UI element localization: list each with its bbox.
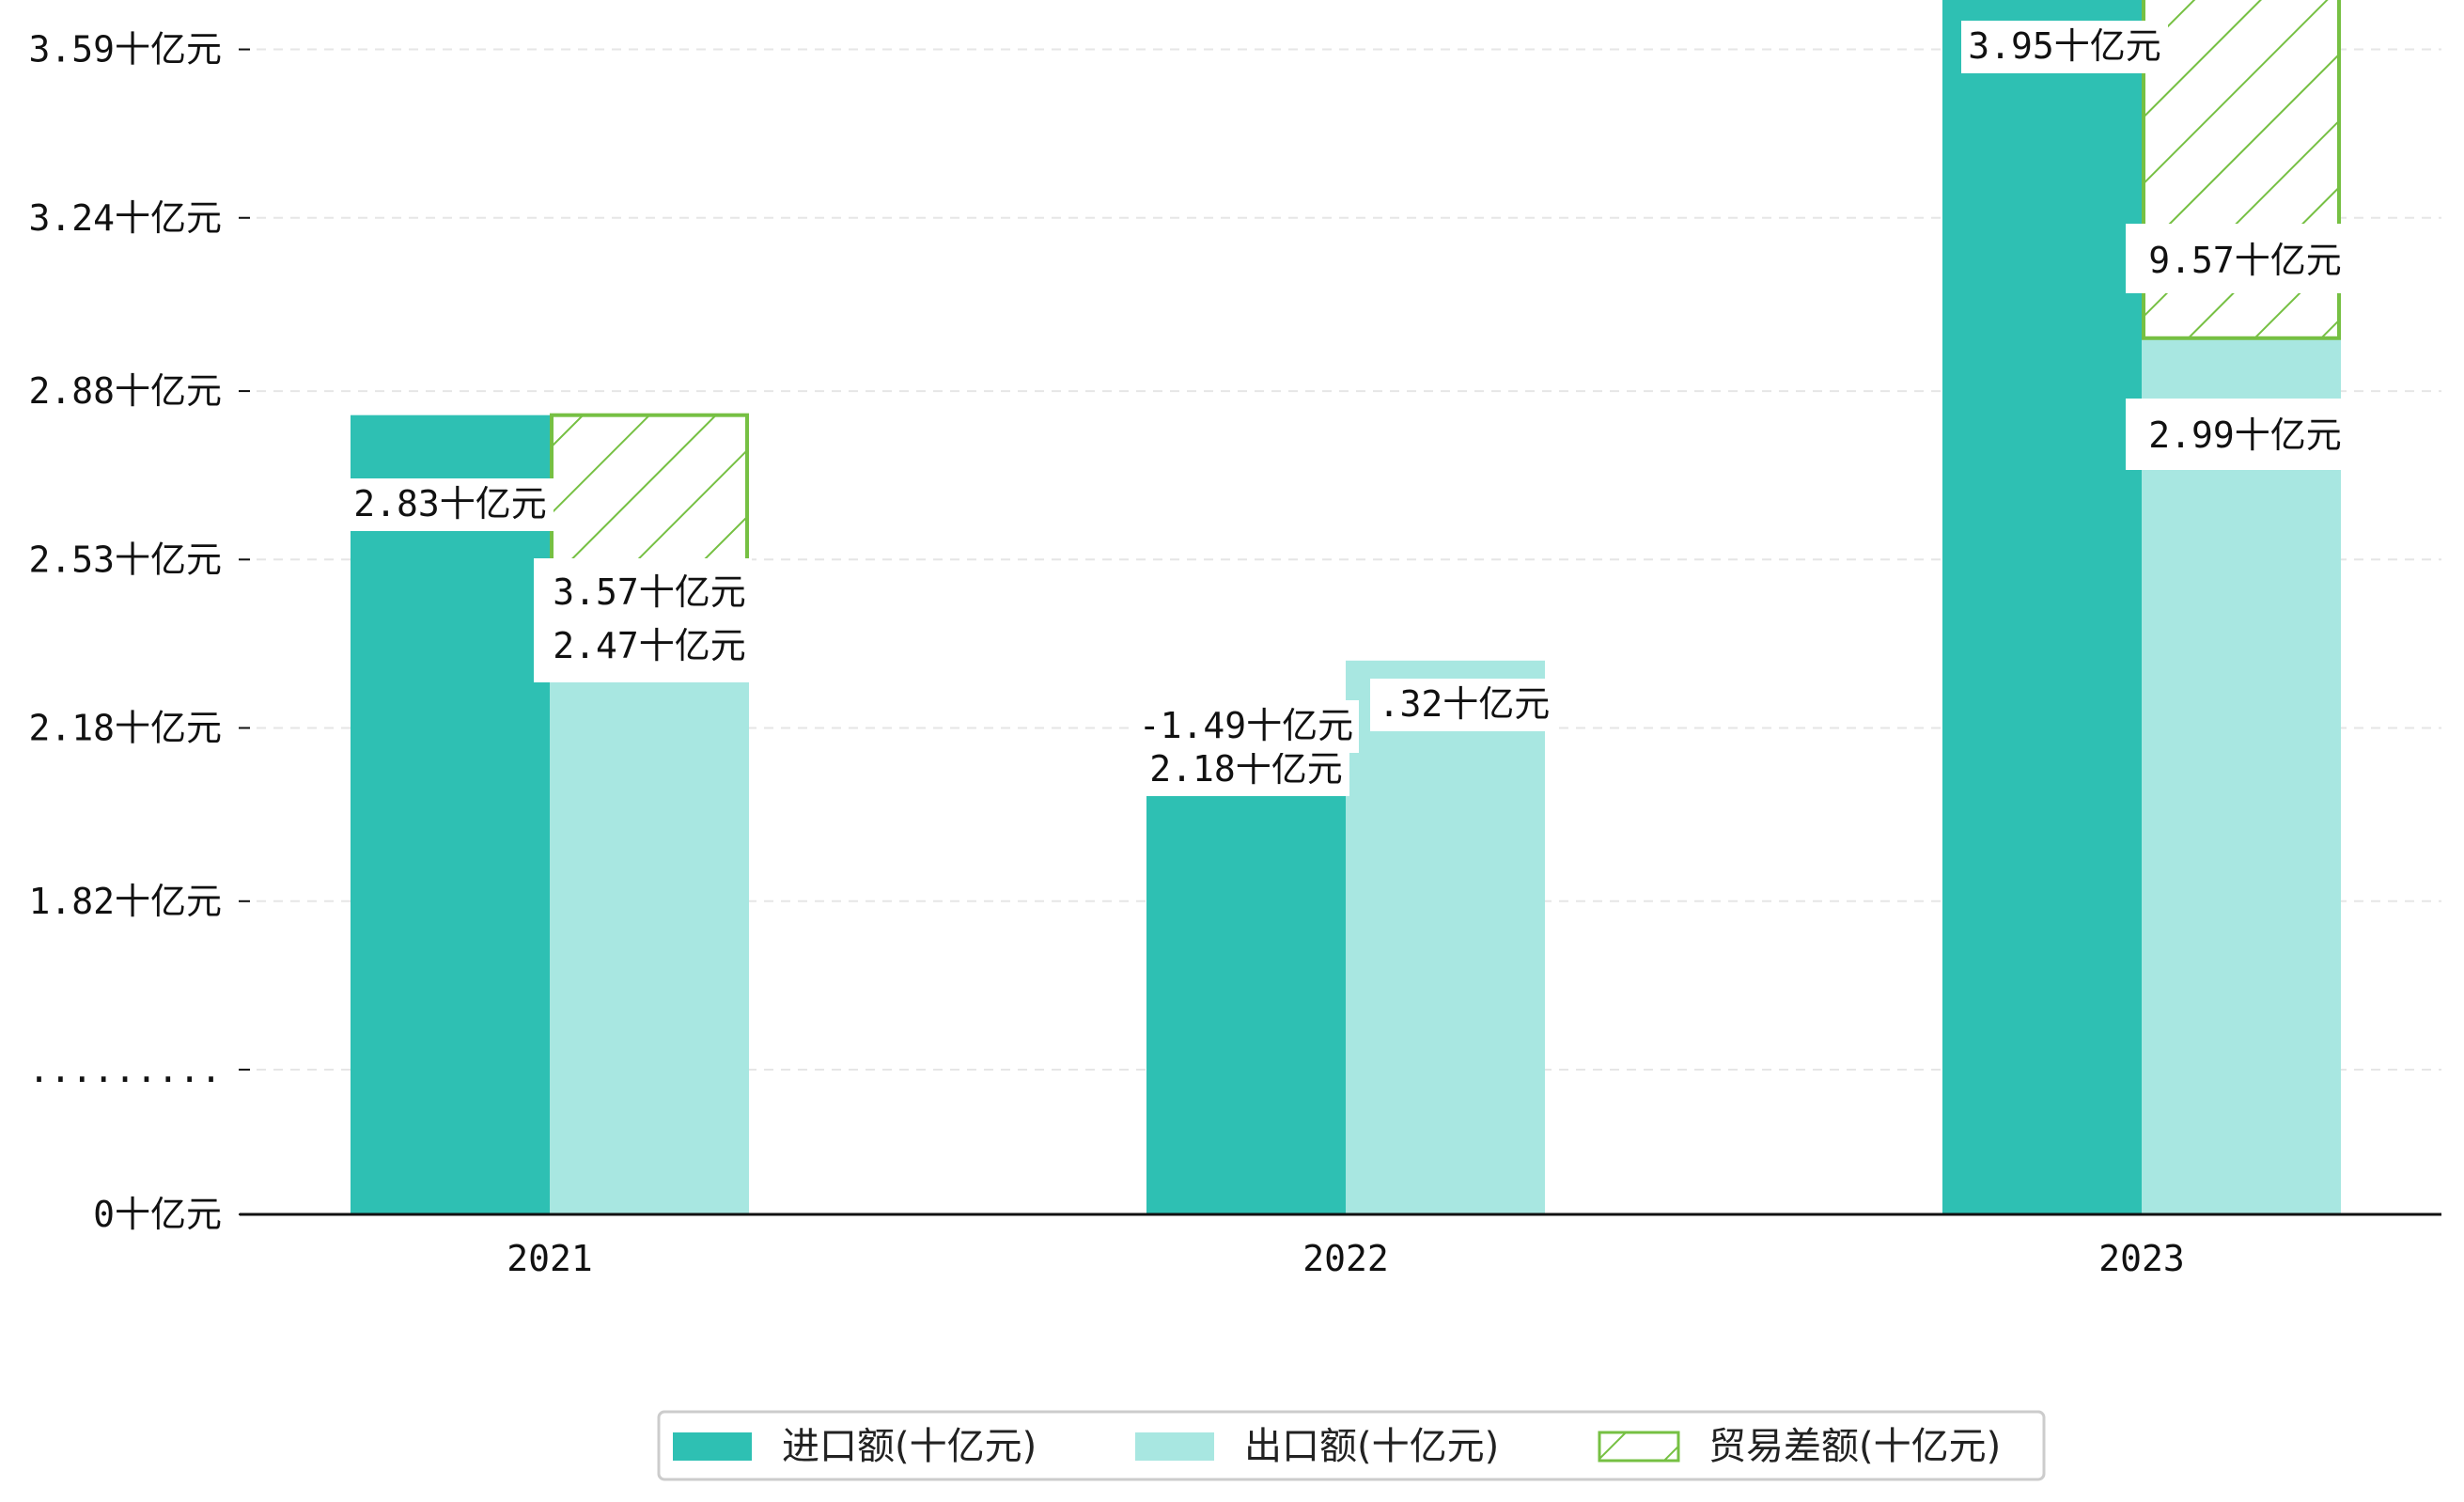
import-bar xyxy=(351,415,550,1214)
import-bar xyxy=(1942,0,2142,1215)
import-data-label-bg xyxy=(1961,21,2168,73)
import-data-label-bg xyxy=(347,478,554,531)
axes: 3.95十亿元3.59十亿元3.24十亿元2.88十亿元2.53十亿元2.18十… xyxy=(28,29,2441,1279)
export-data-label: .32十亿元 xyxy=(1379,683,1551,725)
x-tick-label: 2023 xyxy=(2098,1238,2185,1279)
import-data-label: 3.95十亿元 xyxy=(1968,25,2161,67)
y-tick-label: 0十亿元 xyxy=(93,1194,222,1235)
balance-data-label: -1.49十亿元 xyxy=(1139,705,1353,746)
export-data-label-bg xyxy=(1370,679,1558,731)
x-tick-label: 2022 xyxy=(1302,1238,1389,1279)
balance-data-label: 9.57十亿元 xyxy=(2148,240,2342,281)
export-data-label: 2.47十亿元 xyxy=(553,625,746,666)
legend-box xyxy=(657,1410,2046,1481)
export-data-label-bg xyxy=(546,620,753,673)
import-data-label: 2.18十亿元 xyxy=(1149,748,1343,790)
import-data-label: 2.83十亿元 xyxy=(353,483,547,524)
y-tick-label: 3.59十亿元 xyxy=(28,29,222,70)
balance-data-label-bg xyxy=(1133,700,1359,753)
export-data-label: 2.99十亿元 xyxy=(2148,415,2342,456)
data-labels: 2.83十亿元 3.57十亿元 2.47十亿元 2.18十亿元 .32十亿元 -1.49十… xyxy=(347,21,2353,796)
legend-import-swatch xyxy=(673,1432,752,1461)
export-bar xyxy=(2142,337,2341,1214)
export-bar xyxy=(1346,660,1545,1214)
y-tick-label: ......... xyxy=(28,1049,222,1090)
export-data-label-bg xyxy=(2142,410,2348,462)
y-tick-label: 2.18十亿元 xyxy=(28,707,222,748)
balance-data-label-bg xyxy=(2142,235,2348,288)
y-tick-label: 1.82十亿元 xyxy=(28,881,222,922)
export-bar xyxy=(550,588,749,1214)
legend: 进口额(十亿元) 出口额(十亿元) 贸易差额(十亿元) xyxy=(657,1410,2046,1481)
legend-balance-swatch xyxy=(1598,1431,1680,1463)
legend-export-swatch xyxy=(1135,1432,1214,1461)
y-tick-label: 2.53十亿元 xyxy=(28,539,222,580)
legend-export-label: 出口额(十亿元) xyxy=(1244,1425,1499,1468)
x-tick-label: 2021 xyxy=(507,1238,593,1279)
balance-data-label-bg xyxy=(546,567,753,619)
legend-balance-label: 贸易差额(十亿元) xyxy=(1708,1425,2001,1468)
import-bar xyxy=(1146,728,1346,1214)
legend-import-label: 进口额(十亿元) xyxy=(782,1425,1037,1468)
balance-data-label: 3.57十亿元 xyxy=(553,571,746,613)
y-tick-label: 3.24十亿元 xyxy=(28,197,222,239)
y-tick-label: 2.88十亿元 xyxy=(28,370,222,412)
